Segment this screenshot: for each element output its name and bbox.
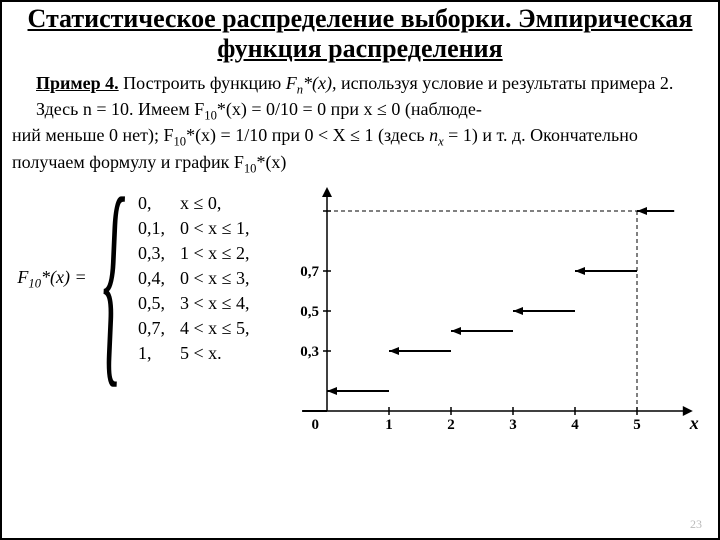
text: ний меньше 0 нет); F bbox=[12, 125, 173, 145]
case-row: 0,x ≤ 0, bbox=[138, 193, 250, 214]
svg-text:0,7: 0,7 bbox=[300, 264, 319, 280]
case-row: 0,1,0 < x ≤ 1, bbox=[138, 218, 250, 239]
svg-text:5: 5 bbox=[633, 417, 641, 433]
text: Здесь n = 10. Имеем F bbox=[36, 99, 204, 119]
svg-text:0,5: 0,5 bbox=[300, 304, 319, 320]
svg-text:4: 4 bbox=[571, 417, 579, 433]
ecdf-chart: 1 2 3 4 5 0 x 0,3 0,5 0,7 bbox=[276, 181, 708, 441]
text: *(x) bbox=[256, 152, 286, 172]
page-number: 23 bbox=[690, 517, 702, 532]
text: 10 bbox=[244, 161, 257, 175]
example-label: Пример 4. bbox=[36, 73, 119, 93]
text: используя условие и результаты примера 2… bbox=[336, 73, 673, 93]
svg-text:2: 2 bbox=[447, 417, 455, 433]
text: 10 bbox=[204, 109, 217, 123]
svg-text:1: 1 bbox=[385, 417, 393, 433]
text: n bbox=[429, 125, 438, 145]
text: *(x) = 0/10 = 0 при x ≤ 0 (наблюде- bbox=[217, 99, 482, 119]
case-row: 0,3,1 < x ≤ 2, bbox=[138, 243, 250, 264]
text: 10 bbox=[173, 135, 186, 149]
case-row: 0,4,0 < x ≤ 3, bbox=[138, 268, 250, 289]
svg-text:0: 0 bbox=[312, 417, 320, 433]
svg-text:x: x bbox=[689, 413, 699, 433]
svg-text:3: 3 bbox=[509, 417, 517, 433]
page-title: Статистическое распределение выборки. Эм… bbox=[12, 4, 708, 64]
svg-text:0,3: 0,3 bbox=[300, 344, 319, 360]
case-row: 1,5 < x. bbox=[138, 343, 250, 364]
case-row: 0,5,3 < x ≤ 4, bbox=[138, 293, 250, 314]
text: *(x) = 1/10 при 0 < X ≤ 1 (здесь bbox=[186, 125, 429, 145]
fn-star: Fn*(x), bbox=[286, 73, 337, 93]
case-row: 0,7,4 < x ≤ 5, bbox=[138, 318, 250, 339]
text: Построить функцию bbox=[119, 73, 286, 93]
piecewise-formula: F10*(x) = { 0,x ≤ 0,0,1,0 < x ≤ 1,0,3,1 … bbox=[12, 181, 272, 377]
